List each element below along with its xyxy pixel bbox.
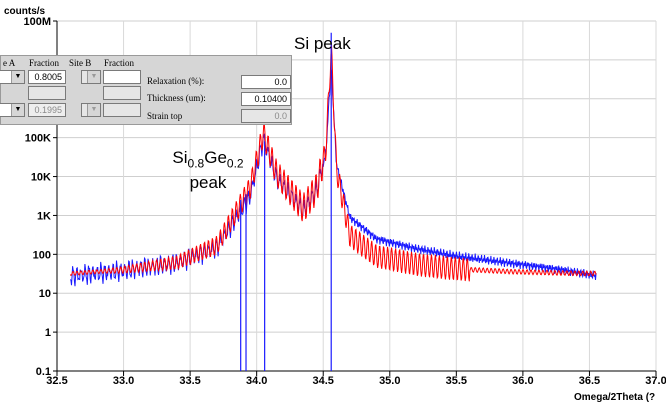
simulated-series-line [69,44,597,282]
chart-series [69,44,597,287]
site-b-row3-select[interactable]: ▼ [81,103,101,117]
fraction-a-row3-input[interactable]: 0.1995 [28,103,66,117]
x-tick-label: 36.0 [512,375,533,387]
y-tick-label: 100 [33,249,51,261]
thickness-label: Thickness (um): [147,93,206,103]
x-tick-label: 37.0 [645,375,666,387]
fraction-b-row3-input[interactable] [103,103,141,117]
y-tick-label: 0.1 [36,366,51,378]
fraction-b-row2-input[interactable] [103,86,141,100]
chevron-down-icon[interactable]: ▼ [11,71,24,83]
thickness-input[interactable]: 0.10400 [241,92,291,106]
x-tick-label: 35.5 [446,375,467,387]
site-a-row3-select[interactable]: ▼ [0,103,25,117]
site-a-header: e A [3,58,16,68]
x-tick-label: 35.0 [379,375,400,387]
sige-peak-annotation: Si0.8Ge0.2 peak [168,148,248,193]
y-tick-label: 100M [23,16,51,28]
y-tick-label: 10 [39,288,51,300]
site-b-header: Site B [69,58,92,68]
y-tick-label: 1K [37,210,51,222]
si-peak-annotation: Si peak [294,34,351,53]
sige-peak-word: peak [189,173,227,193]
x-tick-label: 36.5 [579,375,600,387]
x-axis-title: Omega/2Theta (? [574,392,655,403]
fraction-b-row1-input[interactable] [103,70,141,84]
fraction-b-header: Fraction [104,58,134,68]
x-tick-label: 33.0 [113,375,134,387]
relaxation-label: Relaxation (%): [147,76,205,86]
strain-top-input[interactable]: 0.0 [241,109,291,123]
y-axis-title: counts/s [4,6,46,17]
y-tick-label: 100K [25,133,51,145]
x-tick-label: 34.5 [313,375,334,387]
strain-top-label: Strain top [147,111,183,121]
fraction-a-header: Fraction [29,58,59,68]
chevron-down-icon[interactable]: ▼ [87,104,100,116]
fraction-a-row2-input[interactable] [28,86,66,100]
y-tick-label: 10K [31,172,51,184]
site-b-row1-select[interactable]: ▼ [81,70,101,84]
peak-markers [240,32,332,371]
relaxation-input[interactable]: 0.0 [241,75,291,89]
layer-parameters-panel: e A Fraction Site B Fraction ▼ 0.8005 ▼ … [0,55,292,125]
site-a-row1-select[interactable]: ▼ [0,70,25,84]
x-tick-label: 32.5 [46,375,67,387]
chevron-down-icon[interactable]: ▼ [11,104,24,116]
x-tick-label: 33.5 [179,375,200,387]
x-tick-label: 34.0 [246,375,267,387]
y-tick-label: 1 [45,327,51,339]
chevron-down-icon[interactable]: ▼ [87,71,100,83]
sige-composition-label: Si0.8Ge0.2 [172,148,244,171]
fraction-a-row1-input[interactable]: 0.8005 [28,70,66,84]
